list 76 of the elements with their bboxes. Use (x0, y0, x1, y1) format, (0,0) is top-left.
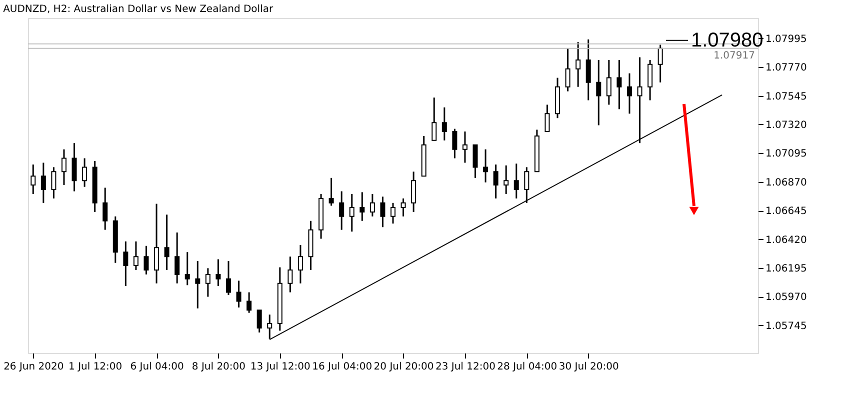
candlestick (298, 244, 303, 284)
candlestick (400, 198, 406, 218)
candlestick (648, 59, 653, 101)
ref-line-label: 1.07917 (714, 50, 755, 62)
candlestick (216, 258, 221, 287)
candlestick (256, 309, 262, 334)
x-tick-label: 6 Jul 04:00 (130, 362, 184, 372)
candlestick (349, 193, 354, 232)
y-tick-label: 1.05970 (766, 292, 807, 304)
x-tick-label: 13 Jul 12:00 (250, 362, 310, 372)
candlestick (442, 106, 447, 142)
candlestick (236, 280, 242, 308)
y-tick-label: 1.06420 (766, 234, 807, 246)
candlestick (154, 203, 160, 284)
candlestick (514, 162, 519, 200)
y-tick-label: 1.07320 (766, 120, 807, 131)
candlestick (370, 193, 375, 218)
candlestick (339, 190, 344, 231)
candlestick (40, 162, 46, 204)
y-tick-label: 1.07545 (766, 91, 807, 102)
candlestick (380, 196, 386, 228)
candlestick (195, 260, 200, 310)
y-tick-label: 1.06645 (766, 206, 807, 218)
chart-title: AUDNZD, H2: Australian Dollar vs New Zealand Dollar (3, 4, 274, 15)
candlestick (51, 166, 56, 200)
candlestick (72, 142, 77, 192)
x-tick-label: 28 Jul 04:00 (497, 362, 558, 372)
candlestick (226, 260, 231, 296)
candlestick (184, 251, 190, 286)
x-tick-label: 20 Jul 20:00 (374, 362, 434, 372)
y-tick-label: 1.07095 (766, 148, 807, 160)
annotation: 1.07980 (691, 29, 764, 52)
y-tick-label: 1.05745 (766, 320, 807, 332)
y-tick-label: 1.06870 (766, 177, 807, 188)
candlestick (504, 164, 509, 195)
candlestick (432, 96, 437, 142)
candlestick (123, 240, 128, 287)
candlestick (565, 48, 570, 92)
y-tick-label: 1.07770 (766, 62, 807, 74)
candlestick (452, 128, 458, 160)
x-tick-label: 23 Jul 12:00 (435, 362, 496, 372)
candlestick (205, 267, 210, 298)
candlestick (586, 38, 591, 101)
candlestick (144, 245, 149, 276)
candlestick (483, 148, 488, 184)
candlestick (411, 170, 416, 213)
candlestick (30, 164, 36, 195)
candlestick (288, 256, 293, 294)
candlestick (174, 232, 180, 284)
candlestick (390, 202, 396, 224)
candlestick (82, 158, 88, 188)
candlestick (606, 59, 612, 106)
candlestick (164, 214, 170, 271)
candlestick (133, 240, 138, 271)
candlestick (102, 186, 108, 231)
x-tick-label: 26 Jun 2020 (4, 362, 64, 372)
candlestick (462, 130, 468, 164)
candlestick (493, 164, 498, 200)
x-tick-label: 1 Jul 12:00 (68, 362, 122, 372)
y-tick-label: 1.06195 (766, 263, 807, 274)
candlestick (524, 166, 530, 204)
candlestick (472, 144, 478, 179)
candlestick (576, 41, 581, 88)
candlestick (544, 104, 550, 132)
x-tick-label: 8 Jul 20:00 (192, 362, 246, 372)
candlestick (596, 59, 602, 126)
y-tick-label: 1.07995 (766, 34, 807, 45)
candlestick (246, 292, 252, 314)
candlestick (626, 72, 632, 114)
candlestick (658, 44, 663, 84)
candlestick (616, 59, 622, 110)
x-tick-label: 16 Jul 04:00 (312, 362, 372, 372)
candlestick (360, 191, 365, 222)
candlestick (328, 177, 334, 206)
candlestick (61, 148, 66, 186)
x-tick-label: 30 Jul 20:00 (558, 362, 619, 372)
